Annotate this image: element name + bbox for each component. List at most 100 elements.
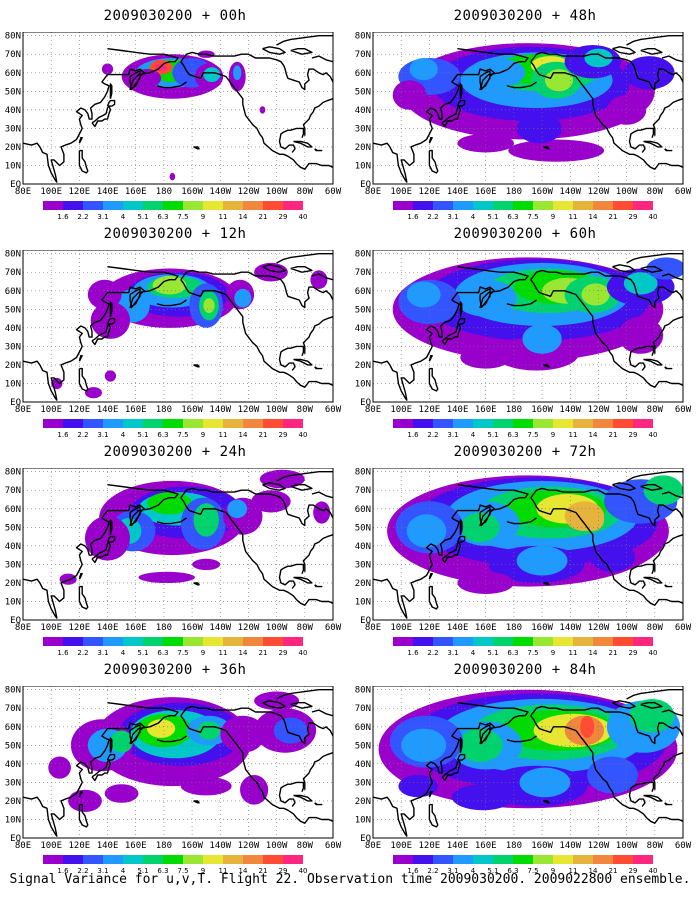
coastlines [373,689,683,837]
colorbar-swatch [203,855,223,864]
colorbar-level-label: 6.3 [157,213,168,221]
coastline [91,541,112,564]
variance-contour [508,139,605,162]
colorbar-level-label: 9 [201,649,205,657]
coastline [302,98,333,136]
lat-tick-label: 40N [355,324,371,334]
colorbar-swatch [83,855,103,864]
coastline [129,70,141,91]
coastline [428,355,433,362]
colorbar-swatch [453,855,473,864]
colorbar-swatch [593,419,613,428]
colorbar-swatch [513,419,533,428]
colorbar-swatch [183,201,203,210]
lat-tick-label: 30N [355,342,371,352]
coastlines [23,689,333,837]
figure-caption: Signal Variance for u,v,T. Flight 22. Ob… [9,872,691,887]
colorbar-level-label: 11 [219,213,228,221]
colorbar-level-label: 14 [239,649,248,657]
colorbar-level-label: 29 [629,867,638,875]
coastline [180,61,333,170]
lon-tick-label: 140E [97,623,119,633]
coastline [543,146,550,150]
variance-contour [516,113,562,144]
lon-tick-label: 60W [675,841,692,851]
lon-tick-label: 160W [181,187,203,197]
panel-24h: 2009030200 + 24h 80N 70N 60N 50N 40N 30N 20N 10… [5,444,345,660]
lat-tick-label: 40N [355,106,371,116]
lat-tick-label: 20N [5,143,21,153]
variance-contour [313,501,331,524]
variance-contour [401,728,447,762]
lat-tick-label: 50N [355,741,371,751]
lat-tick-label: 30N [5,560,21,570]
coastline [643,576,663,584]
coastline [180,517,187,523]
colorbar-level-label: 6.3 [507,867,518,875]
coastline [180,269,333,309]
lat-tick-label: 40N [355,760,371,770]
coastlines [23,471,333,619]
coastline [278,345,305,371]
variance-field [101,50,266,181]
lon-tick-label: 120E [69,405,91,415]
colorbar-swatch [283,201,303,210]
coastline [262,264,286,273]
colorbar: 1.6 2.2 3.1 4 5.1 6.3 7.5 9 11 14 21 29 40 [393,419,657,439]
colorbar-level-label: 29 [279,867,288,875]
colorbar-level-label: 4 [121,867,126,875]
variance-contour [643,475,683,505]
lon-tick-label: 80E [15,405,31,415]
colorbar-swatch [243,855,263,864]
colorbar-swatch [143,419,163,428]
colorbar-swatch [223,419,243,428]
colorbar-swatch [283,419,303,428]
coastline [373,484,529,619]
colorbar-level-label: 1.6 [407,213,419,221]
coastline [652,534,683,572]
lat-tick-label: 60N [5,505,21,515]
variance-contour [90,301,131,339]
colorbar-level-label: 3.1 [447,867,458,875]
colorbar-level-label: 7.5 [177,649,188,657]
colorbar-swatch [103,419,123,428]
panel-title: 2009030200 + 84h [453,662,597,678]
colorbar-level-label: 21 [259,649,268,657]
colorbar-swatch [143,855,163,864]
lon-tick-label: 80W [647,405,664,415]
lat-tick-label: 60N [355,287,371,297]
colorbar-level-label: 5.1 [137,867,148,875]
lon-tick-label: 100W [616,405,638,415]
colorbar-level-label: 4 [121,213,126,221]
lat-tick-label: 20N [5,797,21,807]
lon-tick-label: 100E [390,841,412,851]
coastline [456,317,466,325]
coastline [643,358,663,366]
lon-tick-label: 160E [475,841,497,851]
colorbar-level-label: 7.5 [527,213,538,221]
lat-tick-label: 20N [5,361,21,371]
colorbar-swatch [613,201,633,210]
variance-contour [85,387,102,399]
coastline [290,484,313,491]
coastline [479,724,491,745]
coastline [626,471,683,482]
coastline [506,739,531,743]
lat-tick-label: 60N [5,287,21,297]
colorbar-level-label: 21 [259,431,268,439]
lon-tick-label: 100E [40,841,62,851]
variance-contour [254,691,300,711]
colorbar-level-label: 3.1 [447,431,458,439]
lat-tick-label: 60N [355,505,371,515]
lon-tick-label: 180 [156,405,172,415]
lon-tick-label: 140E [97,841,119,851]
coastline [479,288,491,309]
colorbar-swatch [203,201,223,210]
lat-tick-label: 30N [355,778,371,788]
lon-tick-label: 160E [125,841,147,851]
variance-contour [398,775,438,798]
colorbar: 1.6 2.2 3.1 4 5.1 6.3 7.5 9 11 14 21 29 40 [43,637,307,657]
coastline [156,85,181,89]
lon-tick-label: 80W [297,623,314,633]
